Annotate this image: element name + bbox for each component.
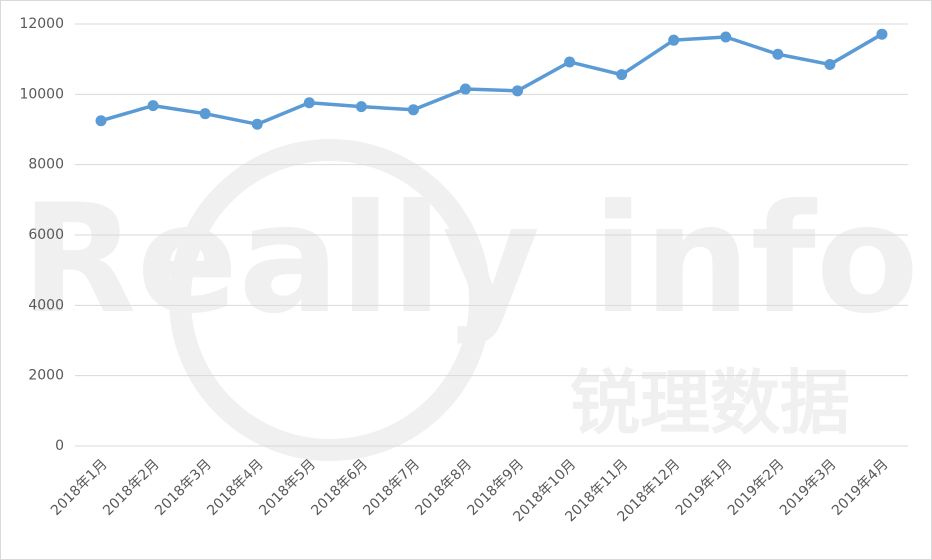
data-point [147,100,159,112]
data-point [564,56,576,68]
y-tick-label: 0 [55,438,64,454]
data-point [407,104,419,116]
y-tick-label: 6000 [28,227,64,243]
data-point [95,115,107,127]
data-point [355,101,367,113]
y-tick-label: 8000 [28,157,64,173]
y-tick-label: 12000 [19,16,64,32]
data-point [199,108,211,120]
data-point [616,69,628,81]
y-tick-label: 4000 [28,297,64,313]
watermark-ring [169,139,491,461]
watermark: Really info [21,173,919,347]
y-tick-label: 2000 [28,368,64,384]
data-point [720,31,732,43]
watermark: 锐理数据 [570,362,850,444]
data-point [772,48,784,60]
data-point [303,97,315,109]
data-line [100,32,883,126]
data-point [668,34,680,46]
data-point [459,83,471,95]
data-point [251,118,263,130]
data-point [876,28,888,40]
data-point [512,85,524,97]
y-tick-label: 10000 [19,86,64,102]
data-point [824,58,836,70]
